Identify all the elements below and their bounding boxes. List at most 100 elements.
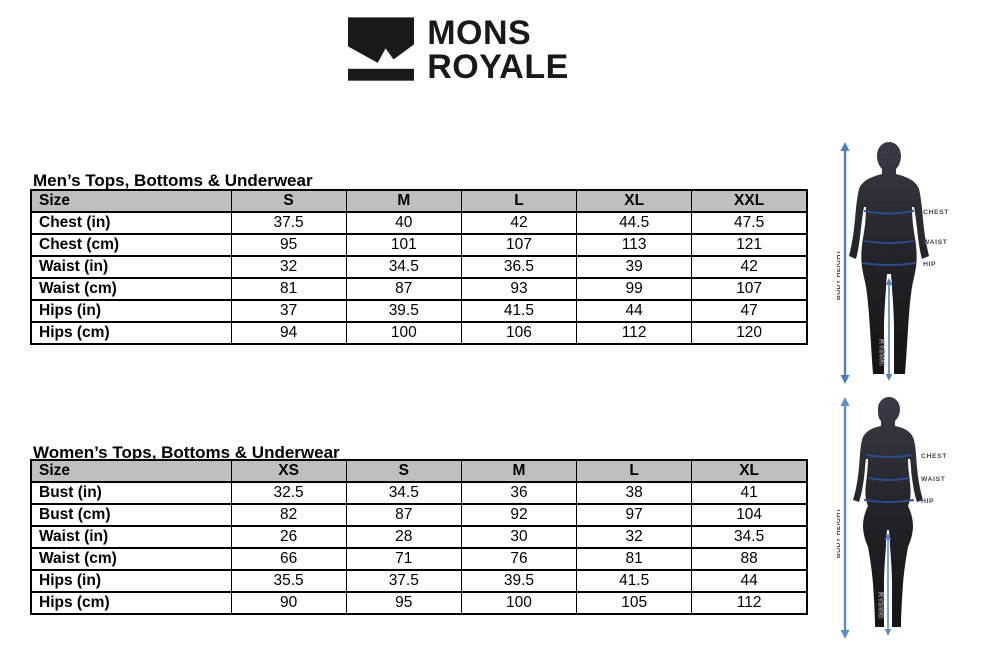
value-cell: 42 xyxy=(691,255,808,279)
chest-line xyxy=(864,210,914,215)
value-cell: 34.5 xyxy=(345,255,462,279)
value-cell: 44 xyxy=(691,569,808,593)
value-cell: 47.5 xyxy=(691,211,808,235)
table-row: Hips (cm) 94 100 106 112 120 xyxy=(30,321,808,345)
value-cell: 44 xyxy=(576,299,693,323)
value-cell: 87 xyxy=(345,277,462,301)
value-cell: 41 xyxy=(691,481,808,505)
mens-section-title: Men’s Tops, Bottoms & Underwear xyxy=(33,171,313,191)
female-silhouette xyxy=(853,397,923,627)
hip-line xyxy=(864,499,914,503)
row-label-cell: Waist (in) xyxy=(30,525,232,549)
row-label-cell: Bust (cm) xyxy=(30,503,232,527)
value-cell: 92 xyxy=(460,503,578,527)
body-height-arrow xyxy=(840,397,850,639)
value-cell: 40 xyxy=(345,211,462,235)
value-cell: 30 xyxy=(460,525,578,549)
value-cell: 120 xyxy=(691,321,808,345)
table-row: Hips (in) 35.5 37.5 39.5 41.5 44 xyxy=(30,569,808,593)
table-row: Waist (in) 32 34.5 36.5 39 42 xyxy=(30,255,808,279)
logo-line2: ROYALE xyxy=(427,48,569,86)
value-cell: 121 xyxy=(691,233,808,257)
table-row: Waist (cm) 81 87 93 99 107 xyxy=(30,277,808,301)
value-cell: 99 xyxy=(576,277,693,301)
value-cell: 26 xyxy=(230,525,347,549)
value-cell: 32 xyxy=(230,255,347,279)
waist-line xyxy=(864,240,914,244)
value-cell: 87 xyxy=(345,503,462,527)
table-row: Waist (cm) 66 71 76 81 88 xyxy=(30,547,808,571)
value-cell: 97 xyxy=(576,503,693,527)
size-header-cell: L xyxy=(460,189,578,213)
size-column-header: Size xyxy=(30,189,232,213)
row-label-cell: Bust (in) xyxy=(30,481,232,505)
womens-body-diagram: BODY HEIGHT CHEST WAIST HIP INSEAM xyxy=(837,397,947,639)
value-cell: 104 xyxy=(691,503,808,527)
table-row: Bust (in) 32.5 34.5 36 38 41 xyxy=(30,481,808,505)
value-cell: 36 xyxy=(460,481,578,505)
body-height-label: BODY HEIGHT xyxy=(837,250,842,300)
logo-line1: MONS xyxy=(427,14,532,52)
mens-body-diagram: BODY HEIGHT CHEST WAIST HIP INSEAM xyxy=(837,142,949,384)
body-height-arrow xyxy=(840,142,850,384)
size-header-cell: XL xyxy=(691,459,808,483)
row-label-cell: Waist (cm) xyxy=(30,277,232,301)
size-header-cell: XS xyxy=(230,459,347,483)
value-cell: 101 xyxy=(345,233,462,257)
value-cell: 41.5 xyxy=(460,299,578,323)
mons-royale-logo: MONS ROYALE xyxy=(348,14,569,84)
row-label-cell: Hips (in) xyxy=(30,299,232,323)
value-cell: 100 xyxy=(460,591,578,615)
value-cell: 36.5 xyxy=(460,255,578,279)
size-header-cell: XXL xyxy=(691,189,808,213)
chest-label: CHEST xyxy=(923,209,949,216)
hip-label: HIP xyxy=(923,261,936,268)
value-cell: 44.5 xyxy=(576,211,693,235)
value-cell: 81 xyxy=(230,277,347,301)
value-cell: 100 xyxy=(345,321,462,345)
row-label-cell: Hips (cm) xyxy=(30,321,232,345)
value-cell: 95 xyxy=(230,233,347,257)
chest-label: CHEST xyxy=(921,453,947,460)
womens-size-table: Size XS S M L XL Bust (in) 32.5 34.5 36 38 41 Bust (… xyxy=(30,459,808,615)
value-cell: 32 xyxy=(576,525,693,549)
waist-line xyxy=(868,477,910,481)
row-label-cell: Waist (in) xyxy=(30,255,232,279)
value-cell: 88 xyxy=(691,547,808,571)
table-row: Hips (cm) 90 95 100 105 112 xyxy=(30,591,808,615)
value-cell: 76 xyxy=(460,547,578,571)
row-label-cell: Chest (cm) xyxy=(30,233,232,257)
value-cell: 112 xyxy=(576,321,693,345)
row-label-cell: Hips (cm) xyxy=(30,591,232,615)
value-cell: 42 xyxy=(460,211,578,235)
mons-royale-mountain-icon xyxy=(348,17,415,81)
value-cell: 113 xyxy=(576,233,693,257)
value-cell: 39.5 xyxy=(460,569,578,593)
value-cell: 90 xyxy=(230,591,347,615)
value-cell: 66 xyxy=(230,547,347,571)
value-cell: 38 xyxy=(576,481,693,505)
inseam-arrow xyxy=(884,533,892,636)
size-header-cell: M xyxy=(345,189,462,213)
value-cell: 37.5 xyxy=(345,569,462,593)
value-cell: 28 xyxy=(345,525,462,549)
value-cell: 94 xyxy=(230,321,347,345)
value-cell: 81 xyxy=(576,547,693,571)
table-row: Bust (cm) 82 87 92 97 104 xyxy=(30,503,808,527)
size-table-header-row: Size XS S M L XL xyxy=(30,459,808,483)
value-cell: 39 xyxy=(576,255,693,279)
row-label-cell: Waist (cm) xyxy=(30,547,232,571)
value-cell: 35.5 xyxy=(230,569,347,593)
table-row: Chest (in) 37.5 40 42 44.5 47.5 xyxy=(30,211,808,235)
row-label-cell: Chest (in) xyxy=(30,211,232,235)
size-header-cell: L xyxy=(576,459,693,483)
value-cell: 106 xyxy=(460,321,578,345)
male-silhouette xyxy=(849,142,929,374)
mens-size-table: Size S M L XL XXL Chest (in) 37.5 40 42 44.5 47.5 Ch… xyxy=(30,189,808,345)
value-cell: 37 xyxy=(230,299,347,323)
value-cell: 93 xyxy=(460,277,578,301)
size-header-cell: XL xyxy=(576,189,693,213)
value-cell: 107 xyxy=(460,233,578,257)
hip-label: HIP xyxy=(921,498,934,505)
